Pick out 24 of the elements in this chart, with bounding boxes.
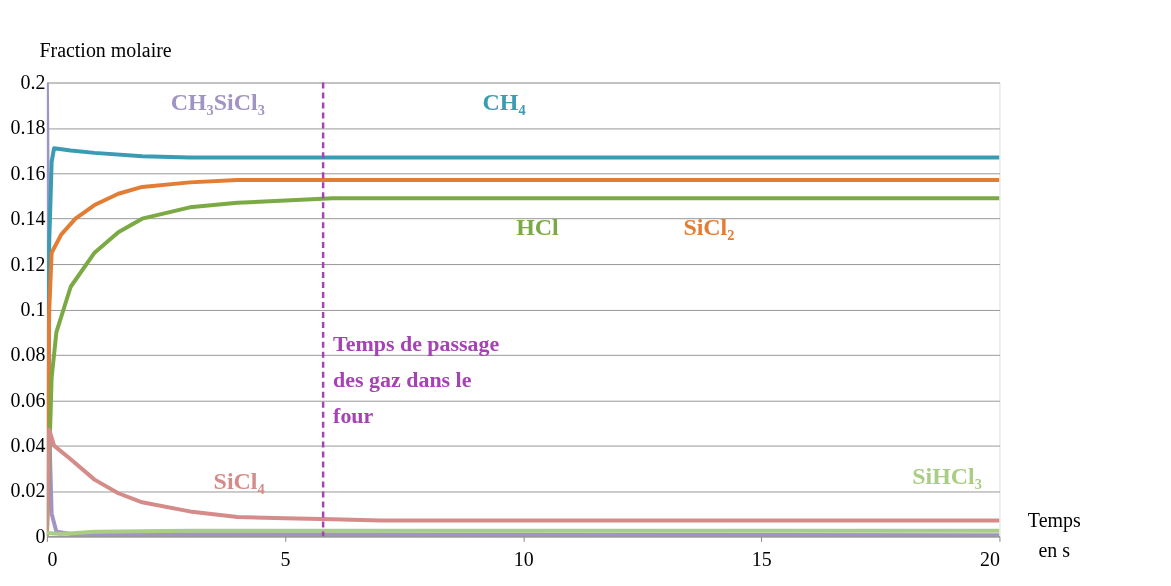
- y-tick-label: 0.14: [10, 207, 46, 230]
- y-tick-label: 0.12: [10, 252, 46, 275]
- x-tick-label: 15: [751, 547, 772, 570]
- series-label: SiCl₂: [683, 213, 735, 240]
- y-tick-label: 0.04: [10, 434, 46, 457]
- series-label: HCl: [516, 213, 560, 240]
- series-label: CH₄: [482, 88, 526, 115]
- text: CH₃SiCl₃: [170, 88, 265, 115]
- y-tick-label: 0.08: [10, 343, 46, 366]
- x-tick-label: 5: [280, 547, 291, 570]
- x-tick-label: 10: [513, 547, 534, 570]
- x-axis-title: Temps en s: [1027, 509, 1081, 562]
- y-tick-label: 0.2: [20, 71, 46, 94]
- series-label: SiCl₄: [213, 467, 265, 494]
- y-tick-label: 0.16: [10, 161, 46, 184]
- x-tick-label: 20: [980, 547, 1000, 570]
- y-axis-title: Fraction molaire: [39, 39, 172, 62]
- ref-line-label: Temps de passage des gaz dans le four: [333, 331, 500, 429]
- series-label: SiHCl₃: [912, 463, 982, 490]
- y-tick-label: 0.1: [20, 297, 46, 320]
- y-tick-label: 0.06: [10, 388, 46, 411]
- y-tick-label: 0: [35, 524, 46, 547]
- y-tick-label: 0.18: [10, 116, 46, 139]
- y-tick-label: 0.02: [10, 479, 46, 502]
